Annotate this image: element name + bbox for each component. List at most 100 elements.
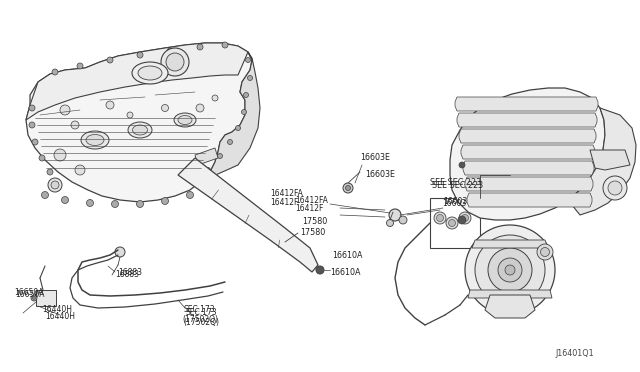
Circle shape — [186, 192, 193, 199]
Ellipse shape — [81, 131, 109, 149]
Circle shape — [32, 139, 38, 145]
Circle shape — [434, 212, 446, 224]
Circle shape — [161, 198, 168, 205]
Circle shape — [475, 235, 545, 305]
Text: (17502Q): (17502Q) — [183, 318, 219, 327]
Polygon shape — [568, 108, 636, 215]
Polygon shape — [200, 52, 260, 182]
Text: 16603: 16603 — [443, 197, 467, 206]
Circle shape — [218, 154, 223, 158]
Ellipse shape — [86, 135, 104, 145]
Circle shape — [241, 109, 246, 115]
Text: 16412F: 16412F — [295, 204, 323, 213]
Text: 16412F: 16412F — [270, 198, 298, 207]
Text: J16401Q1: J16401Q1 — [555, 349, 594, 358]
Text: SEC.173: SEC.173 — [185, 308, 216, 317]
Text: SEE SEC.223: SEE SEC.223 — [430, 178, 481, 187]
Circle shape — [222, 42, 228, 48]
Polygon shape — [468, 290, 552, 298]
Circle shape — [42, 192, 49, 199]
Circle shape — [459, 212, 471, 224]
Circle shape — [212, 95, 218, 101]
Text: SEC.173: SEC.173 — [184, 305, 216, 314]
Circle shape — [167, 48, 173, 54]
Text: (17502Q): (17502Q) — [182, 315, 218, 324]
Circle shape — [459, 162, 465, 168]
Circle shape — [166, 53, 184, 71]
Ellipse shape — [174, 113, 196, 127]
Circle shape — [127, 112, 133, 118]
Text: 16412FA: 16412FA — [295, 196, 328, 205]
Circle shape — [603, 176, 627, 200]
Ellipse shape — [138, 66, 162, 80]
Circle shape — [75, 165, 85, 175]
Text: 16650A: 16650A — [14, 288, 44, 297]
Text: SEE SEC.223: SEE SEC.223 — [432, 181, 483, 190]
Circle shape — [465, 225, 555, 315]
Circle shape — [458, 216, 466, 224]
Circle shape — [31, 295, 37, 301]
Circle shape — [61, 196, 68, 203]
Polygon shape — [590, 150, 630, 170]
Text: 17580: 17580 — [300, 228, 325, 237]
Circle shape — [54, 149, 66, 161]
Circle shape — [136, 201, 143, 208]
Circle shape — [115, 247, 125, 257]
Polygon shape — [461, 145, 595, 159]
Circle shape — [161, 105, 168, 112]
Circle shape — [107, 57, 113, 63]
Text: 16650A: 16650A — [15, 290, 45, 299]
Text: 16412FA: 16412FA — [270, 189, 303, 198]
Circle shape — [505, 265, 515, 275]
Polygon shape — [457, 113, 597, 127]
Circle shape — [316, 266, 324, 274]
Circle shape — [193, 180, 198, 186]
Circle shape — [52, 69, 58, 75]
Text: 16610A: 16610A — [332, 251, 362, 260]
Circle shape — [608, 181, 622, 195]
Text: 17580: 17580 — [302, 217, 327, 226]
Polygon shape — [450, 88, 605, 220]
Polygon shape — [463, 161, 594, 175]
Circle shape — [111, 201, 118, 208]
Circle shape — [346, 186, 351, 190]
Polygon shape — [36, 290, 56, 306]
Circle shape — [248, 76, 253, 80]
Circle shape — [227, 140, 232, 144]
Circle shape — [541, 247, 550, 257]
Circle shape — [387, 219, 394, 227]
Circle shape — [436, 215, 444, 221]
Ellipse shape — [178, 115, 192, 125]
Polygon shape — [26, 43, 252, 202]
Ellipse shape — [132, 62, 168, 84]
Bar — [430, 198, 480, 248]
Circle shape — [39, 155, 45, 161]
Circle shape — [207, 183, 214, 189]
Circle shape — [51, 181, 59, 189]
Polygon shape — [178, 158, 318, 272]
Circle shape — [197, 44, 203, 50]
Circle shape — [161, 48, 189, 76]
Circle shape — [106, 101, 114, 109]
Text: 16610A: 16610A — [330, 268, 360, 277]
Circle shape — [77, 63, 83, 69]
Circle shape — [86, 199, 93, 206]
Circle shape — [446, 217, 458, 229]
Text: 16883: 16883 — [115, 270, 139, 279]
Circle shape — [389, 209, 401, 221]
Polygon shape — [459, 129, 596, 143]
Circle shape — [33, 296, 35, 299]
Circle shape — [29, 105, 35, 111]
Circle shape — [399, 216, 407, 224]
Circle shape — [60, 105, 70, 115]
Polygon shape — [465, 177, 593, 191]
Text: 16440H: 16440H — [42, 305, 72, 314]
Text: 16440H: 16440H — [45, 312, 75, 321]
Polygon shape — [26, 43, 248, 120]
Circle shape — [243, 93, 248, 97]
Circle shape — [236, 125, 241, 131]
Polygon shape — [472, 240, 548, 248]
Text: 16603E: 16603E — [365, 170, 395, 179]
Polygon shape — [485, 295, 535, 318]
Circle shape — [461, 215, 468, 221]
